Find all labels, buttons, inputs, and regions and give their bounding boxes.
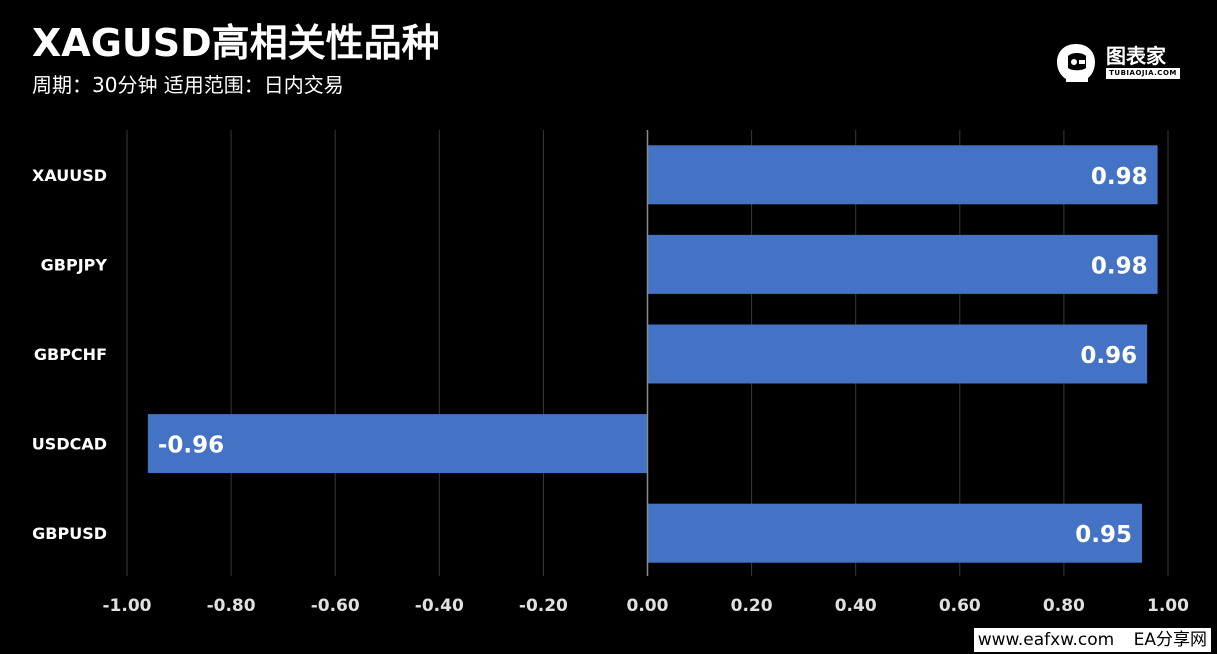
value-label: 0.95: [1075, 522, 1132, 548]
category-label: GBPCHF: [34, 345, 107, 364]
brand-logo: 图表家 TUBIAOJIA.COM: [1052, 40, 1192, 84]
bar: [647, 324, 1148, 384]
category-label: XAUUSD: [32, 166, 107, 185]
value-label: 0.96: [1080, 343, 1137, 369]
value-label: 0.98: [1091, 164, 1148, 190]
category-label: USDCAD: [32, 435, 107, 454]
footer-watermark: www.eafxw.com EA分享网: [973, 628, 1211, 652]
x-tick-label: -1.00: [103, 596, 152, 616]
chart-title: XAGUSD高相关性品种: [32, 21, 440, 65]
x-tick-label: 0.20: [731, 596, 773, 616]
logo-name: 图表家: [1106, 44, 1166, 68]
bar: [147, 414, 648, 474]
value-labels: 0.98 0.98 0.96 -0.96 0.95: [158, 164, 1148, 548]
x-tick-label: -0.40: [415, 596, 464, 616]
category-labels: XAUUSD GBPJPY GBPCHF USDCAD GBPUSD: [32, 166, 108, 543]
category-label: GBPUSD: [32, 524, 107, 543]
value-label: -0.96: [158, 433, 224, 459]
x-tick-label: 0.00: [627, 596, 669, 616]
x-tick-label: 1.00: [1147, 596, 1189, 616]
x-tick-label: 0.60: [939, 596, 981, 616]
bar: [647, 503, 1142, 563]
x-tick-label: -0.20: [519, 596, 568, 616]
value-label: 0.98: [1091, 253, 1148, 279]
bars: [147, 145, 1158, 563]
bar: [647, 234, 1158, 294]
x-tick-label: 0.40: [835, 596, 877, 616]
robot-head-icon: [1057, 44, 1095, 82]
chart-subtitle: 周期：30分钟 适用范围：日内交易: [32, 73, 344, 97]
category-label: GBPJPY: [41, 255, 108, 274]
bar: [647, 145, 1158, 205]
x-tick-label: 0.80: [1043, 596, 1085, 616]
logo-url: TUBIAOJIA.COM: [1106, 68, 1180, 79]
x-tick-label: -0.80: [207, 596, 256, 616]
footer-site: www.eafxw.com: [977, 630, 1115, 650]
footer-brand: EA分享网: [1133, 630, 1207, 650]
x-tick-label: -0.60: [311, 596, 360, 616]
x-tick-labels: -1.00 -0.80 -0.60 -0.40 -0.20 0.00 0.20 0.40 0.6…: [103, 596, 1190, 616]
